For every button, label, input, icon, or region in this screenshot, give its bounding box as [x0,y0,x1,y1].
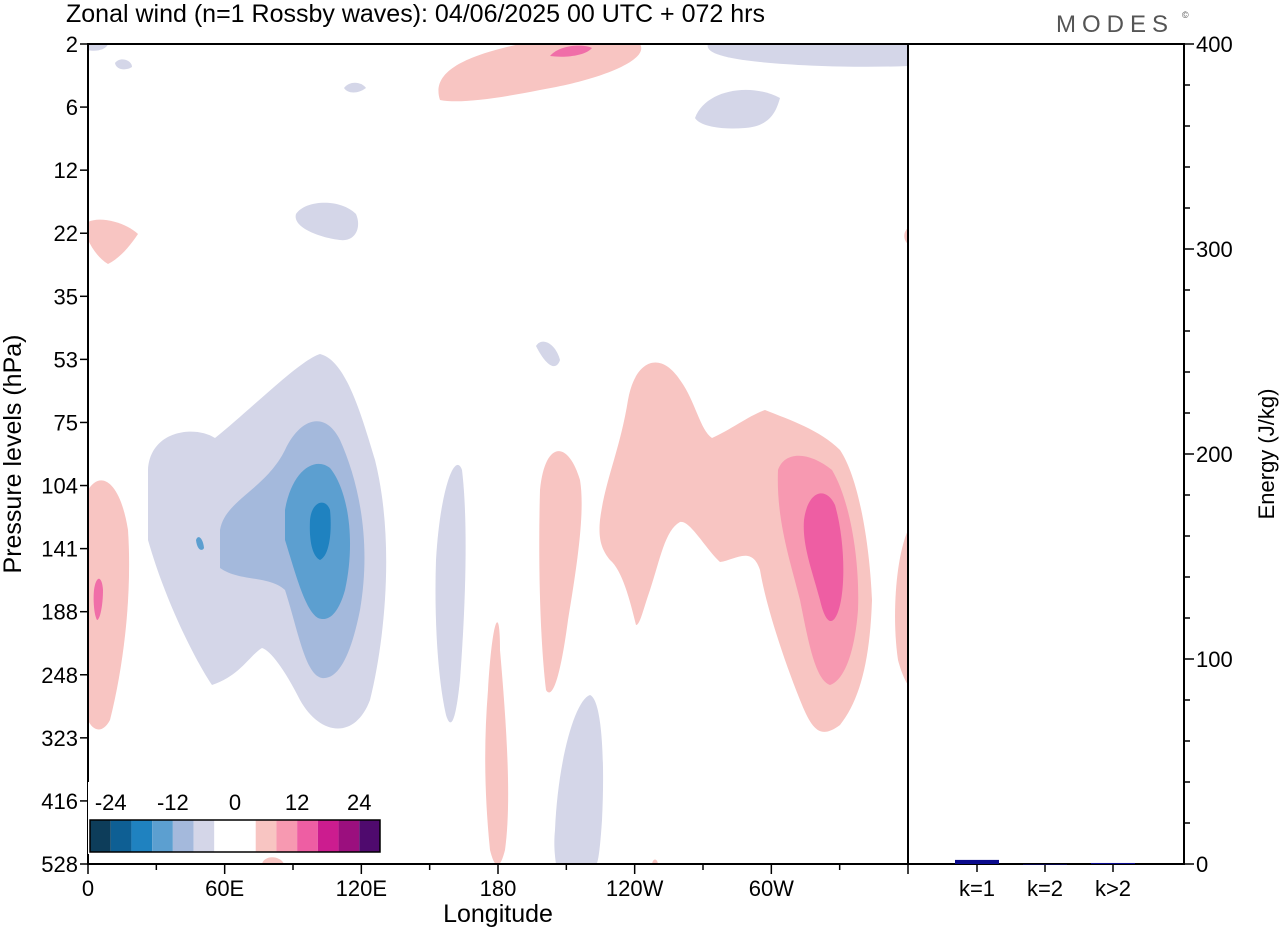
contour-neg-small-1 [115,59,132,70]
contour-neg-tiny [196,537,204,550]
colorbar-swatch [152,820,173,852]
contour-neg-small-2 [344,82,366,93]
energy-bar [1091,862,1135,864]
energy-tick-label: 400 [1196,32,1233,57]
y-tick-label: 416 [41,789,78,814]
colorbar-swatch [193,820,215,852]
contour-neg-22 [295,202,359,241]
contour-neg-top-right [707,44,908,67]
colorbar-swatch [110,820,132,852]
y-tick-label: 35 [54,284,78,309]
x-tick-label: 60E [205,876,244,901]
x-tick-label: 0 [82,876,94,901]
contour-field [88,44,908,864]
colorbar-swatch [255,820,277,852]
contour-pos-right-lower [895,530,908,685]
colorbar-swatch [172,820,194,852]
contour-pos-left-core [93,578,103,620]
energy-bar-group: k=1 k=2 k>2 [955,859,1135,901]
x-tick-label: 120E [336,876,387,901]
y-tick-label: 188 [41,600,78,625]
y-tick-label: 12 [54,158,78,183]
contour-pos-left [88,480,130,730]
energy-tick-label: 0 [1196,852,1208,877]
contour-neg-core [309,502,331,560]
contour-pos-outer [599,362,872,732]
contour-pos-core [803,493,844,622]
y-tick-label: 323 [41,726,78,751]
colorbar-tick-label: 24 [347,790,371,815]
contour-pos-col-1 [485,622,509,864]
chart-title: Zonal wind (n=1 Rossby waves): 04/06/202… [66,0,765,28]
x-tick-label: 120W [606,876,664,901]
contour-neg-col-2 [554,695,604,864]
energy-bar [1023,864,1067,865]
colorbar-tick-label: -12 [157,790,189,815]
y-tick-label: 248 [41,663,78,688]
energy-bar [955,859,999,864]
contour-neg-top-mid [695,89,780,129]
energy-axis-label: Energy (J/kg) [1254,389,1279,520]
contour-pos-col-2 [539,451,582,693]
colorbar: -24 -12 0 12 24 [88,782,382,854]
energy-tick-label: 200 [1196,442,1233,467]
colorbar-tick-label: 12 [285,790,309,815]
y-tick-label: 104 [41,474,78,499]
colorbar-swatch [214,820,235,852]
colorbar-swatch [90,820,111,852]
energy-category-label: k=1 [959,876,995,901]
contour-pos-bottom-2 [652,859,658,864]
energy-category-label: k=2 [1027,876,1063,901]
y-tick-group: 2 6 12 22 35 53 75 104 141 188 248 323 416 528 [41,32,88,877]
contour-neg-top-left [88,44,108,51]
x-tick-label: 180 [480,876,517,901]
colorbar-swatch [235,820,256,852]
colorbar-swatch [359,820,380,852]
contour-pos-top-core [550,45,592,57]
y-axis-label: Pressure levels (hPa) [0,335,27,574]
y-tick-label: 22 [54,221,78,246]
energy-frame [907,43,1185,865]
colorbar-tick-label: 0 [229,790,241,815]
y-tick-label: 75 [54,410,78,435]
x-axis-label: Longitude [443,900,553,928]
colorbar-swatch [131,820,153,852]
energy-category-label: k>2 [1095,876,1131,901]
y-tick-label: 6 [66,95,78,120]
colorbar-swatch [276,820,298,852]
y-tick-label: 2 [66,32,78,57]
y-tick-label: 528 [41,852,78,877]
energy-tick-label: 300 [1196,237,1233,262]
contour-pos-bottom-1 [262,857,284,864]
x-tick-group: 0 60E 120E 180 120W 60W [82,864,909,901]
logo-text: MODES [1056,11,1174,38]
colorbar-frame [89,819,381,853]
contour-pos-22 [88,219,138,264]
colorbar-tick-label: -24 [95,790,127,815]
contour-neg-53 [536,341,560,367]
energy-tick-group: 0 100 200 300 400 [1184,32,1233,877]
x-tick-label: 60W [749,876,794,901]
energy-tick-label: 100 [1196,647,1233,672]
colorbar-swatch [338,820,360,852]
contour-pos-top [438,44,642,102]
y-tick-label: 53 [54,347,78,372]
colorbar-swatch [317,820,339,852]
logo-mark: © [1182,10,1189,20]
colorbar-swatch [297,820,318,852]
contour-neg-col-1 [435,464,466,723]
y-tick-label: 141 [41,537,78,562]
